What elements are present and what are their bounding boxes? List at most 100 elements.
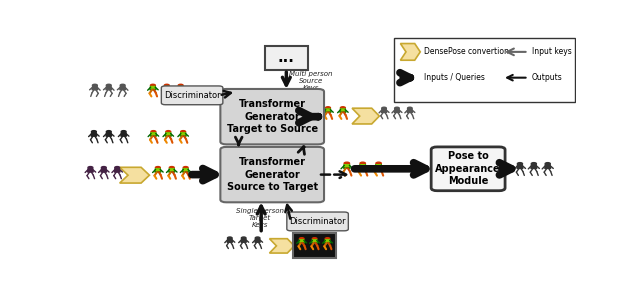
- Circle shape: [151, 131, 156, 133]
- Polygon shape: [300, 240, 304, 241]
- Polygon shape: [120, 167, 150, 183]
- Polygon shape: [164, 87, 170, 90]
- Circle shape: [326, 107, 330, 109]
- Polygon shape: [88, 169, 93, 172]
- Polygon shape: [312, 240, 317, 243]
- Polygon shape: [344, 165, 349, 166]
- Text: Inputs / Queries: Inputs / Queries: [424, 73, 485, 82]
- Circle shape: [310, 107, 316, 109]
- Circle shape: [255, 237, 260, 239]
- Text: Pose to
Appearance
Module: Pose to Appearance Module: [435, 151, 501, 186]
- Circle shape: [156, 166, 161, 169]
- Text: ...: ...: [278, 50, 295, 65]
- Circle shape: [170, 166, 174, 169]
- Polygon shape: [91, 133, 97, 136]
- Text: Discriminator: Discriminator: [289, 217, 346, 226]
- Polygon shape: [181, 133, 186, 135]
- Polygon shape: [376, 165, 381, 166]
- Polygon shape: [326, 109, 330, 110]
- Circle shape: [408, 107, 412, 109]
- Polygon shape: [344, 165, 350, 168]
- Circle shape: [395, 107, 399, 109]
- Polygon shape: [156, 169, 160, 170]
- Polygon shape: [165, 133, 172, 136]
- Circle shape: [106, 84, 111, 87]
- Circle shape: [517, 163, 522, 165]
- Circle shape: [325, 238, 330, 240]
- Text: Transformer
Generator
Target to Source: Transformer Generator Target to Source: [227, 99, 318, 134]
- FancyBboxPatch shape: [431, 147, 505, 191]
- Circle shape: [376, 162, 381, 165]
- Polygon shape: [255, 239, 260, 242]
- Circle shape: [344, 162, 349, 165]
- FancyBboxPatch shape: [394, 39, 575, 102]
- Polygon shape: [269, 239, 294, 253]
- Polygon shape: [180, 133, 186, 136]
- Circle shape: [92, 84, 97, 87]
- Text: Outputs: Outputs: [532, 73, 563, 82]
- Polygon shape: [182, 169, 189, 172]
- Circle shape: [312, 238, 317, 240]
- FancyBboxPatch shape: [161, 86, 223, 105]
- Circle shape: [164, 84, 169, 87]
- Text: Multi person
Source
Keys: Multi person Source Keys: [289, 70, 332, 91]
- Polygon shape: [545, 165, 550, 169]
- Polygon shape: [151, 133, 156, 135]
- Polygon shape: [101, 169, 107, 172]
- FancyBboxPatch shape: [292, 233, 337, 258]
- Polygon shape: [401, 44, 420, 60]
- Circle shape: [106, 131, 111, 133]
- Polygon shape: [311, 109, 316, 110]
- Polygon shape: [394, 109, 399, 113]
- Text: Input keys: Input keys: [532, 47, 572, 56]
- Circle shape: [121, 131, 126, 133]
- Polygon shape: [166, 133, 170, 135]
- Circle shape: [178, 84, 183, 87]
- Polygon shape: [164, 87, 169, 88]
- Polygon shape: [352, 108, 380, 124]
- Polygon shape: [150, 87, 155, 88]
- Polygon shape: [340, 109, 345, 110]
- Polygon shape: [170, 169, 174, 170]
- Polygon shape: [155, 169, 161, 172]
- Polygon shape: [92, 87, 98, 90]
- Polygon shape: [325, 109, 331, 112]
- FancyBboxPatch shape: [220, 89, 324, 144]
- Circle shape: [545, 163, 550, 165]
- Circle shape: [340, 107, 346, 109]
- Circle shape: [150, 84, 156, 87]
- Polygon shape: [407, 109, 413, 113]
- Text: Discriminator: Discriminator: [164, 91, 220, 100]
- Polygon shape: [310, 109, 316, 112]
- Circle shape: [88, 166, 93, 169]
- Polygon shape: [325, 240, 330, 241]
- Polygon shape: [299, 240, 305, 243]
- Polygon shape: [360, 165, 366, 168]
- Polygon shape: [381, 109, 387, 113]
- Polygon shape: [360, 165, 365, 166]
- Circle shape: [180, 131, 186, 133]
- Circle shape: [360, 162, 365, 165]
- FancyBboxPatch shape: [287, 212, 348, 231]
- Polygon shape: [340, 109, 346, 112]
- Polygon shape: [227, 239, 232, 242]
- Polygon shape: [179, 87, 183, 88]
- Polygon shape: [150, 87, 156, 90]
- Circle shape: [227, 237, 232, 239]
- Polygon shape: [106, 133, 111, 136]
- Polygon shape: [375, 165, 382, 168]
- Polygon shape: [531, 165, 537, 169]
- FancyBboxPatch shape: [220, 147, 324, 202]
- Polygon shape: [312, 240, 317, 241]
- Polygon shape: [120, 87, 125, 90]
- Circle shape: [531, 163, 536, 165]
- Polygon shape: [241, 239, 246, 242]
- Circle shape: [115, 166, 120, 169]
- Circle shape: [101, 166, 106, 169]
- Circle shape: [300, 238, 304, 240]
- Circle shape: [381, 107, 387, 109]
- Polygon shape: [106, 87, 111, 90]
- Polygon shape: [169, 169, 175, 172]
- Polygon shape: [324, 240, 330, 243]
- Circle shape: [166, 131, 171, 133]
